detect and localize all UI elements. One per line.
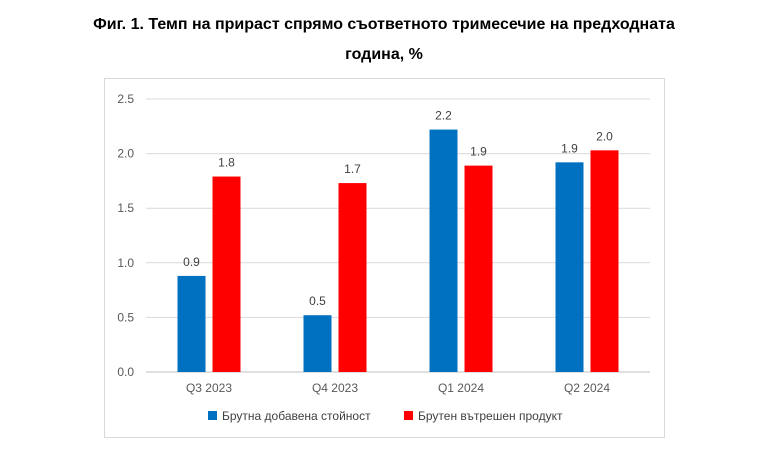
bar xyxy=(212,176,241,372)
chart-title-line-1: Фиг. 1. Темп на прираст спрямо съответно… xyxy=(93,16,675,33)
legend-swatch xyxy=(404,411,413,420)
data-label: 2.0 xyxy=(596,129,613,143)
data-label: 1.9 xyxy=(561,141,578,155)
y-tick-label: 1.0 xyxy=(117,256,134,270)
x-tick-label: Q2 2024 xyxy=(564,381,610,395)
data-label: 2.2 xyxy=(435,109,452,123)
data-label: 1.8 xyxy=(218,156,235,170)
y-tick-label: 2.0 xyxy=(117,147,134,161)
bar xyxy=(303,315,332,372)
data-label: 0.9 xyxy=(183,255,200,269)
bar xyxy=(590,150,619,372)
data-label: 0.5 xyxy=(309,294,326,308)
bar xyxy=(555,162,584,372)
x-tick-label: Q1 2024 xyxy=(438,381,484,395)
bar xyxy=(177,275,206,372)
bar xyxy=(429,129,458,372)
data-label: 1.7 xyxy=(344,162,361,176)
y-tick-label: 0.0 xyxy=(117,365,134,379)
bar xyxy=(338,183,367,372)
chart-title: Фиг. 1. Темп на прираст спрямо съответно… xyxy=(0,10,768,70)
legend-swatch xyxy=(208,411,217,420)
y-tick-label: 1.5 xyxy=(117,201,134,215)
legend-label: Брутна добавена стойност xyxy=(222,409,371,423)
y-tick-label: 2.5 xyxy=(117,92,134,106)
chart-title-line-2: година, % xyxy=(345,46,423,63)
y-tick-label: 0.5 xyxy=(117,310,134,324)
x-tick-label: Q3 2023 xyxy=(186,381,232,395)
legend-label: Брутен вътрешен продукт xyxy=(418,409,563,423)
x-tick-label: Q4 2023 xyxy=(312,381,358,395)
bar xyxy=(464,165,493,372)
data-label: 1.9 xyxy=(470,145,487,159)
